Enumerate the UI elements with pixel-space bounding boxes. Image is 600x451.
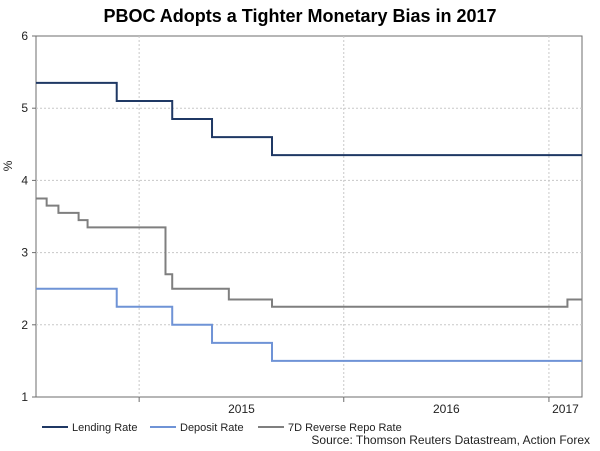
y-tick-label: 5	[21, 101, 28, 115]
y-tick-label: 6	[21, 29, 28, 43]
plot-area	[35, 35, 583, 398]
legend: Lending Rate Deposit Rate 7D Reverse Repo …	[42, 422, 402, 434]
series-layer	[36, 81, 582, 362]
y-tick-label: 1	[21, 390, 28, 404]
source-note: Source: Thomson Reuters Datastream, Acti…	[311, 433, 590, 447]
x-tick-label: 2015	[228, 402, 255, 416]
y-tick-label: 3	[21, 246, 28, 260]
y-tick-labels: 1 2 3 4 5 6	[21, 29, 36, 404]
legend-label: 7D Reverse Repo Rate	[288, 422, 402, 434]
x-axis: 2015 2016 2017	[138, 397, 579, 416]
chart-title: PBOC Adopts a Tighter Monetary Bias in 2…	[103, 6, 496, 26]
y-tick-label: 2	[21, 318, 28, 332]
y-axis-label: %	[1, 160, 15, 171]
x-tick-label: 2017	[552, 402, 579, 416]
legend-label: Deposit Rate	[180, 422, 244, 434]
legend-item-lending-rate: Lending Rate	[42, 422, 137, 434]
x-tick-labels: 2015 2016 2017	[138, 397, 579, 416]
plot-background	[35, 35, 583, 398]
series-line-deposit-rate	[36, 287, 582, 362]
legend-item-deposit-rate: Deposit Rate	[150, 422, 244, 434]
series-line-lending-rate	[36, 81, 582, 157]
y-tick-label: 4	[21, 173, 28, 187]
gridlines	[36, 36, 582, 397]
legend-item-7d-reverse-repo-rate: 7D Reverse Repo Rate	[258, 422, 402, 434]
legend-label: Lending Rate	[72, 422, 137, 434]
x-tick-label: 2016	[433, 402, 460, 416]
series-line-7d-reverse-repo-rate	[36, 197, 582, 308]
y-axis: % 1 2 3 4 5 6	[1, 29, 36, 404]
